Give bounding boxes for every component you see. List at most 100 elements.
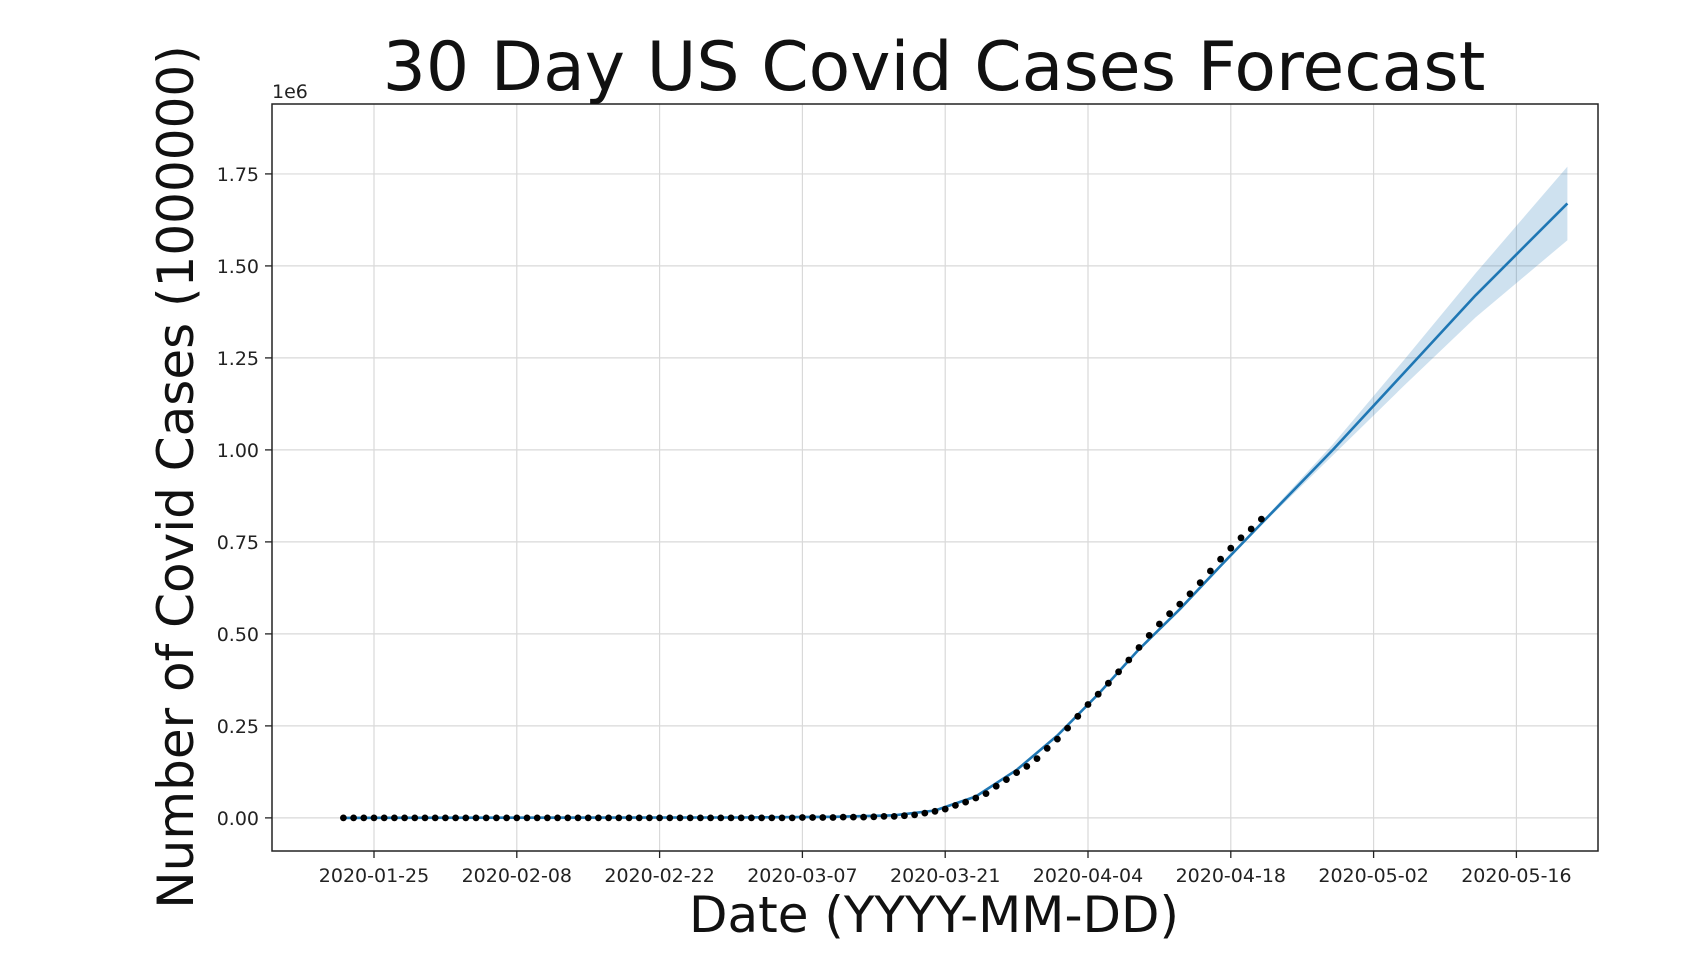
observed-points-layer (340, 515, 1265, 822)
y-tick-label: 0.00 (217, 808, 259, 830)
observed-point (493, 814, 500, 822)
x-tick-label: 2020-02-22 (604, 865, 714, 887)
y-tick-label: 1.25 (217, 348, 259, 370)
observed-point (411, 814, 419, 822)
observed-point (605, 814, 612, 822)
y-tick-label: 0.75 (217, 532, 259, 554)
observed-point (1115, 668, 1122, 676)
x-tick-label: 2020-03-21 (890, 865, 1000, 887)
observed-point (707, 814, 714, 822)
observed-point (1135, 644, 1143, 651)
observed-point (1156, 620, 1163, 628)
observed-point (727, 814, 735, 822)
observed-point (778, 814, 786, 822)
observed-point (1105, 679, 1112, 687)
observed-point (554, 814, 561, 822)
x-tick-label: 2020-04-18 (1176, 865, 1286, 887)
x-axis-ticks: 2020-01-25 2020-02-08 2020-02-22 2020-03-07… (319, 851, 1572, 887)
observed-point (686, 814, 694, 822)
observed-point (860, 813, 867, 821)
observed-point (1084, 701, 1092, 708)
observed-point (737, 814, 745, 822)
observed-point (880, 813, 888, 820)
uncertainty-band-layer (1261, 166, 1568, 526)
observed-point (595, 814, 602, 822)
y-tick-label: 1.75 (217, 164, 259, 186)
observed-point (748, 814, 755, 822)
observed-point (380, 814, 388, 822)
observed-point (717, 814, 725, 822)
observed-point (788, 814, 796, 822)
observed-point (472, 814, 480, 822)
observed-point (839, 813, 847, 821)
observed-point (452, 814, 459, 822)
x-tick-label: 2020-03-07 (747, 865, 857, 887)
y-tick-label: 0.50 (217, 624, 259, 646)
uncertainty-band (1261, 166, 1568, 526)
observed-point (758, 814, 765, 822)
observed-point (870, 813, 878, 821)
observed-point (350, 814, 357, 822)
observed-point (1176, 600, 1184, 608)
observed-point (1217, 555, 1224, 563)
observed-point (982, 790, 990, 797)
chart-title: 30 Day US Covid Cases Forecast (383, 28, 1486, 107)
observed-point (421, 814, 429, 822)
observed-point (462, 814, 470, 822)
observed-point (799, 814, 806, 821)
observed-point (625, 814, 633, 822)
observed-point (992, 782, 1000, 790)
observed-point (513, 814, 521, 822)
observed-point (1003, 776, 1010, 783)
y-offset-label: 1e6 (272, 81, 308, 103)
observed-point (1227, 544, 1235, 552)
observed-point (676, 814, 684, 822)
observed-point (829, 814, 837, 821)
y-tick-label: 1.00 (217, 440, 259, 462)
x-tick-label: 2020-05-02 (1318, 865, 1428, 887)
y-axis-label: Number of Covid Cases (1000000) (147, 45, 205, 908)
observed-point (1074, 712, 1082, 720)
observed-point (1054, 735, 1061, 743)
observed-point (1237, 534, 1245, 542)
observed-point (523, 814, 531, 822)
observed-point (635, 814, 643, 822)
observed-point (697, 814, 704, 822)
observed-point (482, 814, 490, 822)
observed-point (646, 814, 653, 822)
observed-point (584, 814, 592, 822)
observed-point (340, 814, 347, 822)
observed-point (564, 814, 572, 822)
observed-point (1064, 724, 1071, 732)
observed-point (615, 814, 623, 822)
observed-point (1125, 656, 1133, 664)
observed-point (503, 814, 510, 822)
x-tick-label: 2020-04-04 (1033, 865, 1143, 887)
observed-point (401, 814, 408, 822)
observed-point (666, 814, 674, 822)
observed-point (1013, 769, 1020, 776)
y-tick-label: 1.50 (217, 256, 259, 278)
y-axis-ticks: 0.00 0.25 0.50 0.75 1.00 1.25 1.50 1.75 (217, 164, 272, 830)
observed-point (1166, 610, 1173, 618)
observed-point (850, 813, 857, 821)
observed-point (360, 814, 368, 822)
observed-point (952, 802, 959, 809)
x-tick-label: 2020-01-25 (319, 865, 429, 887)
observed-point (431, 814, 439, 822)
observed-point (1258, 515, 1265, 523)
observed-point (962, 798, 969, 806)
x-tick-label: 2020-05-16 (1461, 865, 1571, 887)
observed-point (768, 814, 776, 822)
observed-point (890, 813, 898, 820)
observed-point (911, 811, 918, 819)
x-axis-label: Date (YYYY-MM-DD) (689, 886, 1179, 944)
observed-point (1145, 632, 1153, 639)
observed-point (941, 805, 949, 813)
observed-point (809, 814, 816, 821)
observed-point (819, 814, 827, 821)
observed-point (972, 794, 980, 802)
observed-point (901, 812, 908, 820)
observed-point (391, 814, 398, 822)
